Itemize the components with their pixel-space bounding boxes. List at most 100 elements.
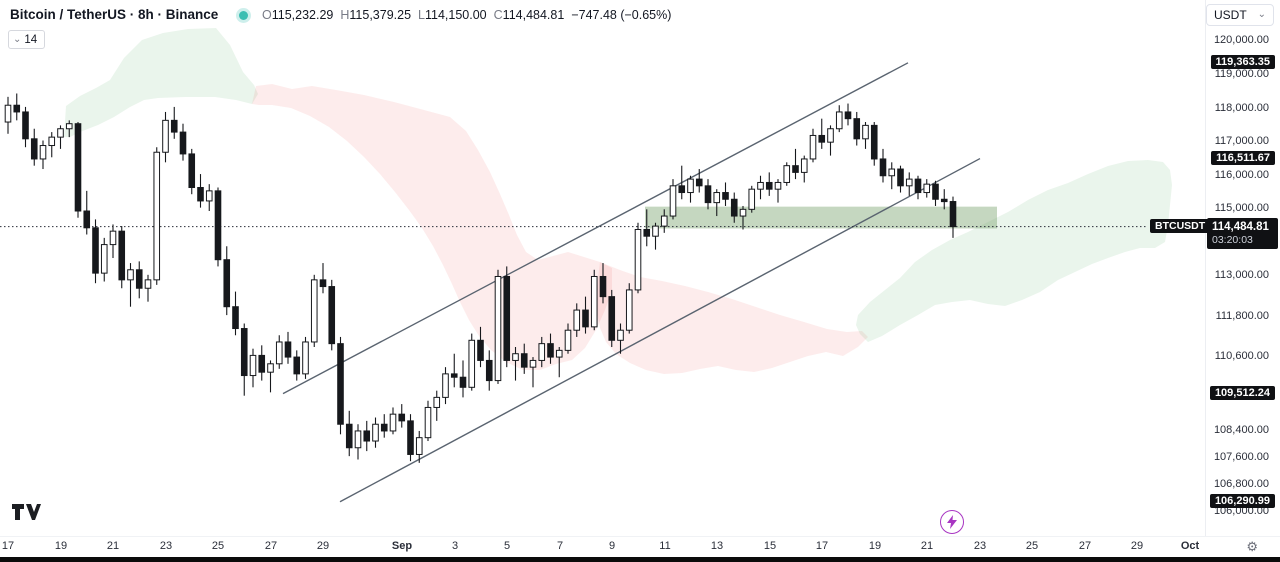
- candle: [109, 224, 117, 259]
- candle: [835, 105, 843, 133]
- candle: [897, 165, 904, 193]
- candle: [477, 326, 484, 368]
- candle: [512, 347, 519, 381]
- candle: [687, 175, 694, 203]
- chart-canvas[interactable]: [0, 0, 1205, 536]
- candle: [310, 274, 318, 348]
- tradingview-logo[interactable]: [11, 501, 41, 528]
- candle: [153, 147, 161, 285]
- time-axis[interactable]: ⚙ 17 19 21 23 25 27 29 Sep 3 5 7 9 11 13 15 17 19 21 23 25 2…: [0, 536, 1280, 557]
- price-level-badge: 109,512.24: [1209, 385, 1275, 400]
- price-axis-label: 106,800.00: [1213, 477, 1269, 490]
- ichimoku-cloud-green: [856, 160, 1172, 342]
- price-axis-label: 113,000.00: [1214, 269, 1269, 282]
- candle: [223, 246, 231, 316]
- time-axis-label: 25: [211, 540, 225, 552]
- candle: [57, 125, 64, 149]
- candle: [337, 336, 344, 435]
- candle: [792, 148, 799, 180]
- time-axis-label: 13: [710, 540, 724, 552]
- candle: [862, 122, 869, 149]
- candle: [590, 269, 598, 331]
- support-zone-rectangle[interactable]: [645, 206, 997, 229]
- candle: [888, 162, 896, 190]
- open-label: O: [262, 8, 272, 22]
- candle: [214, 187, 222, 267]
- candle: [389, 407, 397, 435]
- candle: [827, 125, 834, 156]
- price-axis-label: 116,000.00: [1214, 168, 1269, 181]
- price-level-badge: 119,363.35: [1210, 54, 1275, 69]
- candle: [188, 148, 196, 195]
- candle: [520, 343, 528, 374]
- candle: [48, 132, 56, 158]
- candle: [205, 184, 213, 212]
- high-label: H: [340, 8, 350, 22]
- price-line-symbol-chip: BTCUSDT: [1150, 218, 1211, 233]
- candle: [695, 169, 703, 193]
- price-axis[interactable]: USDT ⌄ 120,000.00 119,000.00 118,000.00 117…: [1205, 0, 1280, 536]
- candle: [319, 263, 327, 294]
- candle: [765, 172, 773, 196]
- time-axis-label: 21: [920, 540, 934, 552]
- time-axis-label: 25: [1025, 540, 1039, 552]
- currency-unit-button[interactable]: USDT ⌄: [1206, 4, 1274, 26]
- gear-icon[interactable]: ⚙: [1246, 539, 1258, 554]
- candle: [39, 140, 47, 170]
- candle: [92, 219, 99, 284]
- candle: [433, 390, 441, 421]
- high-value: 115,379.25: [349, 8, 412, 22]
- candle: [940, 189, 948, 210]
- candle: [284, 331, 292, 364]
- trendline-channel-upper[interactable]: [282, 62, 909, 395]
- candle: [564, 323, 572, 354]
- candle: [100, 237, 108, 282]
- candle: [905, 172, 913, 196]
- candle: [573, 303, 581, 337]
- time-axis-label: 17: [815, 540, 829, 552]
- candle: [800, 155, 808, 183]
- time-axis-label: 7: [556, 540, 564, 552]
- time-axis-label: 15: [763, 540, 777, 552]
- candle: [870, 122, 878, 166]
- candle: [932, 180, 939, 206]
- price-axis-label: 120,000.00: [1213, 34, 1269, 47]
- price-axis-label: 111,800.00: [1215, 309, 1269, 322]
- candle: [135, 261, 143, 299]
- bar-countdown: 03:20:03: [1212, 234, 1253, 246]
- candle: [608, 289, 616, 348]
- legend-collapse-button[interactable]: ⌄ 14: [8, 30, 46, 49]
- ichimoku-cloud-pink: [597, 262, 868, 374]
- symbol-title[interactable]: Bitcoin / TetherUS · 8h · Binance: [10, 7, 219, 22]
- candle: [398, 404, 406, 428]
- candle: [503, 266, 511, 368]
- candle: [748, 185, 756, 213]
- candle: [652, 222, 659, 250]
- lightning-icon[interactable]: [940, 510, 964, 534]
- candle: [818, 118, 826, 149]
- candle: [424, 400, 432, 442]
- candle: [302, 336, 309, 379]
- time-axis-label: 3: [451, 540, 459, 552]
- candle: [293, 350, 301, 381]
- price-axis-label: 117,000.00: [1214, 135, 1269, 148]
- time-axis-label: 9: [608, 540, 616, 552]
- price-axis-label: 119,000.00: [1214, 68, 1269, 80]
- trendline-channel-lower[interactable]: [339, 157, 981, 503]
- low-label: L: [418, 8, 425, 22]
- low-value: 114,150.00: [425, 8, 487, 22]
- price-axis-label: 118,000.00: [1214, 101, 1269, 114]
- candle: [494, 269, 502, 384]
- close-value: 114,484.81: [502, 8, 565, 22]
- open-value: 115,232.29: [271, 8, 334, 22]
- candle: [354, 424, 362, 460]
- candle: [162, 111, 169, 163]
- candle: [450, 353, 458, 388]
- time-axis-label: Sep: [391, 540, 413, 552]
- candle: [529, 357, 537, 388]
- candle: [144, 274, 152, 302]
- candle: [459, 360, 467, 398]
- time-axis-label: 23: [159, 540, 173, 552]
- candle: [722, 182, 729, 206]
- candle: [65, 120, 73, 138]
